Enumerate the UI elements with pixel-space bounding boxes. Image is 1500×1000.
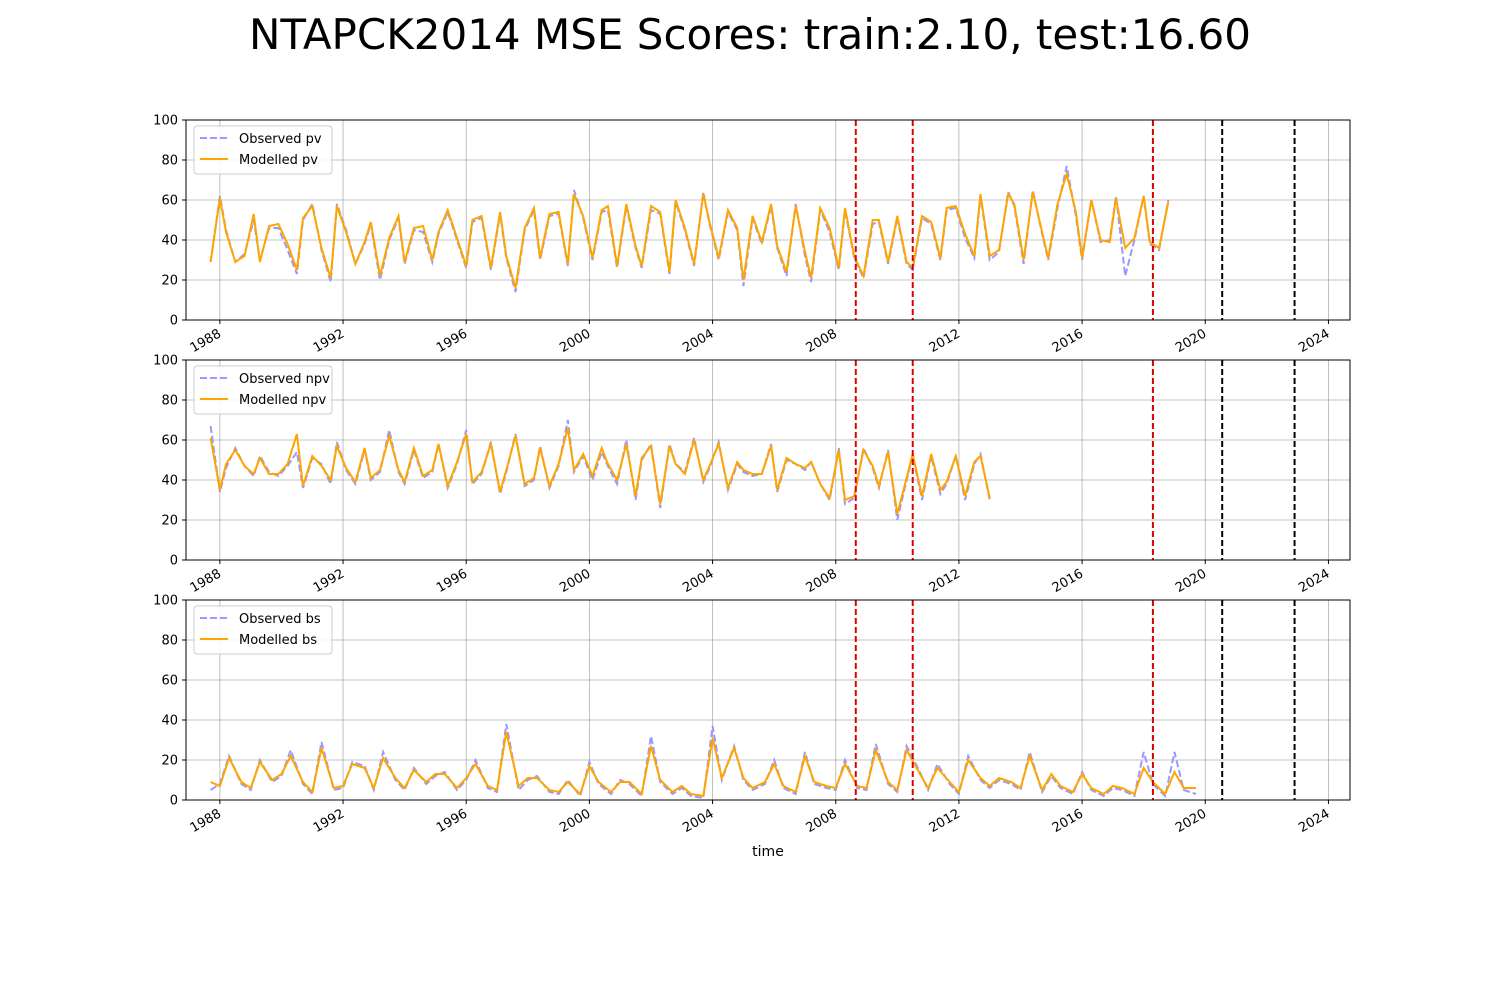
panel-pv-y-tick-label: 100 [153, 114, 178, 129]
panel-npv-x-tick-label: 1996 [434, 566, 470, 596]
panel-npv-x-tick-label: 1988 [188, 566, 224, 596]
panel-bs-x-tick-label: 2004 [680, 806, 716, 836]
panel-npv-x-tick-label: 2000 [557, 566, 593, 596]
panel-npv-x-tick-label: 2012 [927, 566, 963, 596]
panel-bs-y-tick-label: 40 [161, 714, 178, 729]
panel-pv-x-tick-label: 2020 [1173, 326, 1209, 356]
panel-pv-y-tick-label: 60 [161, 194, 178, 209]
panel-pv-frame [185, 119, 1351, 321]
panel-npv-x-tick-label: 2008 [804, 566, 840, 596]
chart-title: NTAPCK2014 MSE Scores: train:2.10, test:… [249, 10, 1251, 59]
panel-npv-y-tick-label: 0 [170, 554, 178, 569]
panel-pv-x-tick-label: 2016 [1050, 326, 1086, 356]
panel-bs-x-tick-label: 2020 [1173, 806, 1209, 836]
panel-pv-x-tick-label: 1988 [188, 326, 224, 356]
panel-bs-x-tick-label: 2024 [1296, 806, 1332, 836]
panel-bs-legend-box [193, 605, 333, 655]
panel-npv-x-tick-label: 1992 [311, 566, 347, 596]
panel-pv-legend-box [193, 125, 333, 175]
panel-npv-frame [185, 359, 1351, 561]
panel-pv-x-tick-label: 2008 [804, 326, 840, 356]
panel-bs-x-tick-label: 1992 [311, 806, 347, 836]
panel-npv-y-tick-label: 60 [161, 434, 178, 449]
panel-pv-legend-modelled-label: Modelled pv [239, 153, 318, 168]
panel-bs-y-tick-label: 60 [161, 674, 178, 689]
panel-pv-x-tick-label: 2024 [1296, 326, 1332, 356]
panel-npv-legend-modelled-label: Modelled npv [239, 393, 327, 408]
panel-bs-x-tick-label: 2012 [927, 806, 963, 836]
panel-pv-x-tick-label: 1992 [311, 326, 347, 356]
panel-npv-y-tick-label: 40 [161, 474, 178, 489]
panel-bs-x-tick-label: 1996 [434, 806, 470, 836]
panel-bs-modelled-line [210, 731, 1196, 798]
panel-bs-x-tick-label: 2000 [557, 806, 593, 836]
panel-pv-y-tick-label: 20 [161, 274, 178, 289]
panel-pv-y-tick-label: 80 [161, 154, 178, 169]
panel-pv-observed-line [209, 165, 1170, 293]
panel-pv-x-tick-label: 2004 [680, 326, 716, 356]
panel-bs-x-tick-label: 2008 [804, 806, 840, 836]
panel-pv-x-tick-label: 2000 [557, 326, 593, 356]
panel-bs-x-tick-label: 2016 [1050, 806, 1086, 836]
panel-npv-x-tick-label: 2020 [1173, 566, 1209, 596]
panel-bs-y-tick-label: 80 [161, 634, 178, 649]
panel-bs-y-tick-label: 20 [161, 754, 178, 769]
panel-bs-legend-observed-label: Observed bs [239, 612, 321, 627]
panel-npv-y-tick-label: 80 [161, 394, 178, 409]
panel-npv-x-tick-label: 2016 [1050, 566, 1086, 596]
panel-pv-y-tick-label: 0 [170, 314, 178, 329]
x-axis-label: time [752, 844, 784, 860]
panel-pv-x-tick-label: 2012 [927, 326, 963, 356]
panel-npv-observed-line [209, 419, 991, 521]
panel-npv-modelled-line [209, 427, 991, 515]
panel-bs-x-tick-label: 1988 [188, 806, 224, 836]
panel-bs-observed-line [210, 723, 1197, 800]
panel-pv-x-tick-label: 1996 [434, 326, 470, 356]
panel-pv-modelled-line [209, 170, 1170, 289]
panel-pv-legend-observed-label: Observed pv [239, 132, 322, 147]
panel-bs-y-tick-label: 0 [170, 794, 178, 809]
panel-npv-legend-observed-label: Observed npv [239, 372, 330, 387]
panel-npv-x-tick-label: 2004 [680, 566, 716, 596]
panel-bs-frame [185, 599, 1351, 801]
panel-pv-y-tick-label: 40 [161, 234, 178, 249]
panel-npv-legend-box [193, 365, 333, 415]
panel-npv-y-tick-label: 20 [161, 514, 178, 529]
panel-bs-legend-modelled-label: Modelled bs [239, 633, 317, 648]
panel-npv-y-tick-label: 100 [153, 354, 178, 369]
panel-bs-y-tick-label: 100 [153, 594, 178, 609]
panel-npv-x-tick-label: 2024 [1296, 566, 1332, 596]
